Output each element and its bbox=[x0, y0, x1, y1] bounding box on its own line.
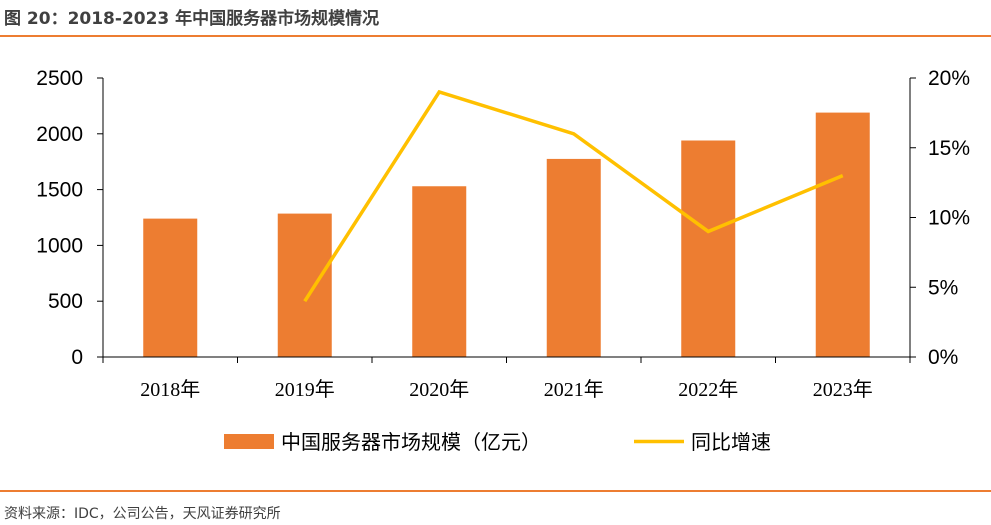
top-rule bbox=[0, 35, 991, 37]
left-tick-label-4: 2000 bbox=[36, 123, 83, 146]
legend-label-line: 同比增速 bbox=[691, 430, 771, 454]
left-tick-label-0: 0 bbox=[71, 346, 83, 369]
bar-1 bbox=[277, 213, 332, 357]
bar-0 bbox=[143, 218, 198, 357]
x-tick-label-4: 2022年 bbox=[678, 378, 738, 401]
bar-2 bbox=[412, 186, 467, 357]
bar-5 bbox=[815, 112, 870, 357]
bottom-rule bbox=[0, 490, 991, 492]
left-tick-label-3: 1500 bbox=[36, 179, 83, 202]
x-tick-label-5: 2023年 bbox=[813, 378, 873, 401]
figure-title: 图 20：2018-2023 年中国服务器市场规模情况 bbox=[4, 9, 380, 29]
source-note: 资料来源：IDC，公司公告，天风证券研究所 bbox=[4, 506, 281, 522]
left-tick-label-2: 1000 bbox=[36, 234, 83, 257]
right-tick-label-1: 5% bbox=[928, 276, 958, 299]
x-tick-label-3: 2021年 bbox=[544, 378, 604, 401]
x-tick-label-2: 2020年 bbox=[409, 378, 469, 401]
x-tick-label-1: 2019年 bbox=[275, 378, 335, 401]
left-tick-label-1: 500 bbox=[48, 290, 83, 313]
legend: 中国服务器市场规模（亿元） 同比增速 bbox=[224, 430, 771, 454]
legend-swatch-bar bbox=[224, 434, 274, 449]
bar-3 bbox=[546, 158, 601, 357]
legend-label-bar: 中国服务器市场规模（亿元） bbox=[281, 430, 541, 454]
left-tick-label-5: 2500 bbox=[36, 67, 83, 90]
right-tick-label-0: 0% bbox=[928, 346, 958, 369]
right-tick-label-3: 15% bbox=[928, 137, 970, 160]
x-tick-label-0: 2018年 bbox=[140, 378, 200, 401]
bar-4 bbox=[681, 140, 736, 357]
right-tick-label-4: 20% bbox=[928, 67, 970, 90]
right-tick-label-2: 10% bbox=[928, 207, 970, 230]
